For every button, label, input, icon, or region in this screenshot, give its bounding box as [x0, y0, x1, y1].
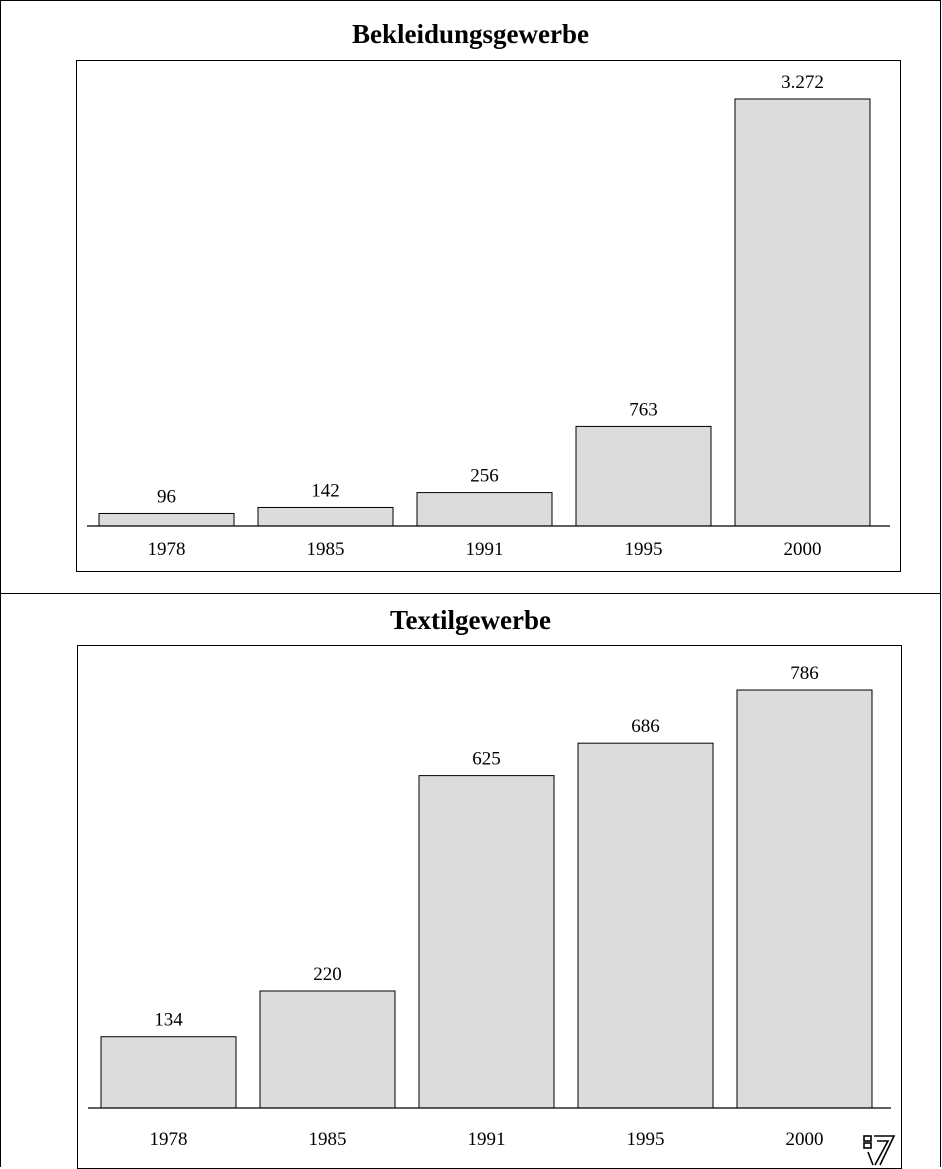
plot-frame-textil: 134 1978 220 1985 625 1991 686 1995 786 2000: [77, 645, 902, 1169]
value-label-1985: 220: [313, 964, 342, 985]
bar-1995: [577, 742, 714, 1109]
plot-frame-bekleidung: 96 1978 142 1985 256 1991 763 1995 3.272 2000: [76, 60, 901, 572]
bar-1978: [100, 1036, 237, 1109]
bar-chart-textil: 134 1978 220 1985 625 1991 686 1995 786 2000: [88, 663, 891, 1150]
category-label-1985: 1985: [307, 539, 345, 560]
value-label-1978: 96: [157, 486, 176, 507]
category-label-1985: 1985: [309, 1129, 347, 1150]
chart-title-textil: Textilgewerbe: [390, 605, 551, 635]
category-label-1978: 1978: [150, 1129, 188, 1150]
bar-1995: [575, 425, 712, 527]
value-label-1991: 625: [472, 749, 501, 770]
value-label-2000: 786: [790, 663, 819, 684]
chart-panel-textil: Textilgewerbe 134 1978 220 1985 625 1991 686 19…: [0, 593, 941, 1169]
bar-1978: [98, 512, 235, 527]
bar-1991: [416, 492, 553, 527]
chart-panel-bekleidung: Bekleidungsgewerbe 96 1978 142 1985 256 1991 7…: [0, 0, 941, 594]
value-label-1991: 256: [470, 466, 499, 487]
publisher-logo-icon: [863, 1135, 896, 1166]
bar-chart-bekleidung: 96 1978 142 1985 256 1991 763 1995 3.272 2000: [87, 72, 890, 560]
category-label-1991: 1991: [468, 1129, 506, 1150]
bar-2000: [736, 689, 873, 1109]
value-label-1978: 134: [154, 1010, 183, 1031]
category-label-2000: 2000: [784, 539, 822, 560]
chart-title-bekleidung: Bekleidungsgewerbe: [351, 19, 589, 49]
value-label-1995: 763: [629, 399, 658, 420]
bar-1985: [257, 506, 394, 527]
category-label-1995: 1995: [627, 1129, 665, 1150]
value-label-1985: 142: [311, 480, 340, 501]
bar-2000: [734, 98, 871, 527]
bar-1985: [259, 990, 396, 1109]
value-label-2000: 3.272: [781, 72, 824, 93]
value-label-1995: 686: [631, 716, 660, 737]
category-label-1995: 1995: [625, 539, 663, 560]
category-label-1978: 1978: [148, 539, 186, 560]
bar-1991: [418, 775, 555, 1109]
category-label-2000: 2000: [786, 1129, 824, 1150]
category-label-1991: 1991: [466, 539, 504, 560]
